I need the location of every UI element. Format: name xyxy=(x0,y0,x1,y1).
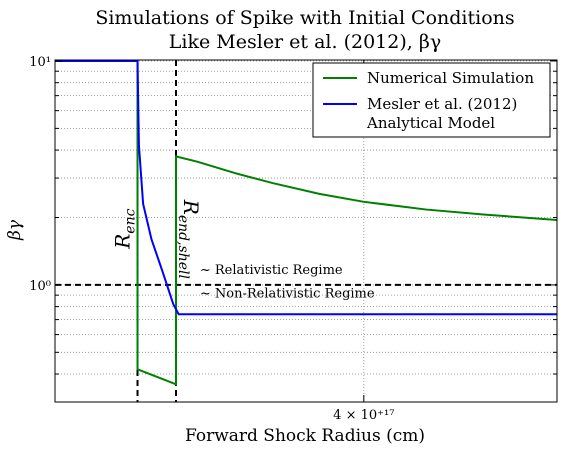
chart-title-line1: Simulations of Spike with Initial Condit… xyxy=(95,7,514,29)
x-tick-label: 4 × 10⁺¹⁷ xyxy=(333,408,394,423)
legend-label-numerical-simulation: Numerical Simulation xyxy=(367,69,534,87)
legend-label-analytical-model-line1: Mesler et al. (2012) xyxy=(367,95,517,113)
series-line-analytical-model xyxy=(55,59,557,316)
r-enc-label-subscript: enc xyxy=(123,208,139,233)
plot-area: ~ Relativistic Regime ~ Non-Relativistic … xyxy=(29,55,558,423)
y-axis-label: βγ xyxy=(5,219,25,241)
legend: Numerical Simulation Mesler et al. (2012)… xyxy=(312,62,551,138)
regime-annotation: ~ Relativistic Regime xyxy=(200,263,343,278)
r-end-shell-label-main: R xyxy=(179,199,203,215)
chart-title-line2: Like Mesler et al. (2012), βγ xyxy=(169,31,441,53)
y-tick-label: 10¹ xyxy=(29,55,51,70)
r-enc-label: Renc xyxy=(111,208,139,249)
r-enc-label-main: R xyxy=(111,234,135,250)
annotations: ~ Relativistic Regime ~ Non-Relativistic … xyxy=(111,199,375,302)
regime-annotation: ~ Non-Relativistic Regime xyxy=(200,286,375,301)
r-end-shell-label: Rend,shell xyxy=(175,199,203,279)
series-line-numerical-simulation xyxy=(55,59,558,386)
r-end-shell-label-subscript: end,shell xyxy=(175,215,191,279)
y-tick-label: 10⁰ xyxy=(29,279,51,294)
legend-label-analytical-model-line2: Analytical Model xyxy=(366,114,495,132)
series-group xyxy=(55,59,558,386)
legend-box xyxy=(312,62,551,138)
plot-frame xyxy=(54,59,558,403)
axis-ticks: 10⁰ 10¹ 4 × 10⁺¹⁷ xyxy=(29,55,557,423)
x-axis-label: Forward Shock Radius (cm) xyxy=(185,426,425,446)
